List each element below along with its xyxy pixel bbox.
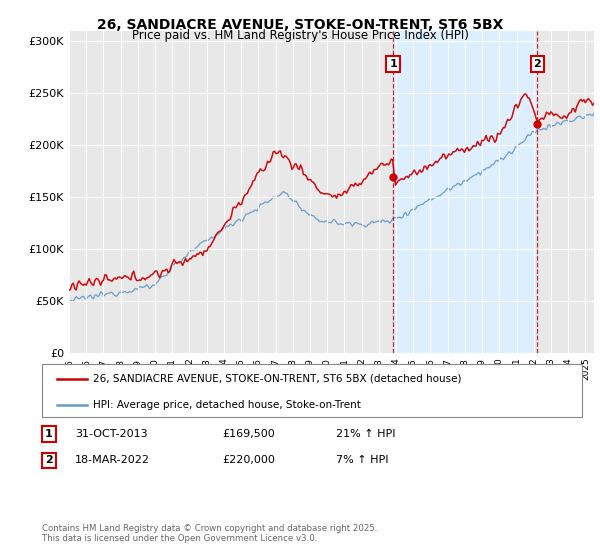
Text: 31-OCT-2013: 31-OCT-2013 [75, 429, 148, 439]
Text: 1: 1 [45, 429, 53, 439]
Text: Price paid vs. HM Land Registry's House Price Index (HPI): Price paid vs. HM Land Registry's House … [131, 29, 469, 42]
Text: 21% ↑ HPI: 21% ↑ HPI [336, 429, 395, 439]
Text: £220,000: £220,000 [222, 455, 275, 465]
Text: 2: 2 [533, 59, 541, 69]
Text: 26, SANDIACRE AVENUE, STOKE-ON-TRENT, ST6 5BX (detached house): 26, SANDIACRE AVENUE, STOKE-ON-TRENT, ST… [93, 374, 461, 384]
Text: 18-MAR-2022: 18-MAR-2022 [75, 455, 150, 465]
Text: Contains HM Land Registry data © Crown copyright and database right 2025.
This d: Contains HM Land Registry data © Crown c… [42, 524, 377, 543]
Text: 2: 2 [45, 455, 53, 465]
Text: HPI: Average price, detached house, Stoke-on-Trent: HPI: Average price, detached house, Stok… [93, 400, 361, 410]
Text: 26, SANDIACRE AVENUE, STOKE-ON-TRENT, ST6 5BX: 26, SANDIACRE AVENUE, STOKE-ON-TRENT, ST… [97, 18, 503, 32]
Text: 1: 1 [389, 59, 397, 69]
Text: £169,500: £169,500 [222, 429, 275, 439]
Text: 7% ↑ HPI: 7% ↑ HPI [336, 455, 389, 465]
Bar [393, 31, 538, 353]
